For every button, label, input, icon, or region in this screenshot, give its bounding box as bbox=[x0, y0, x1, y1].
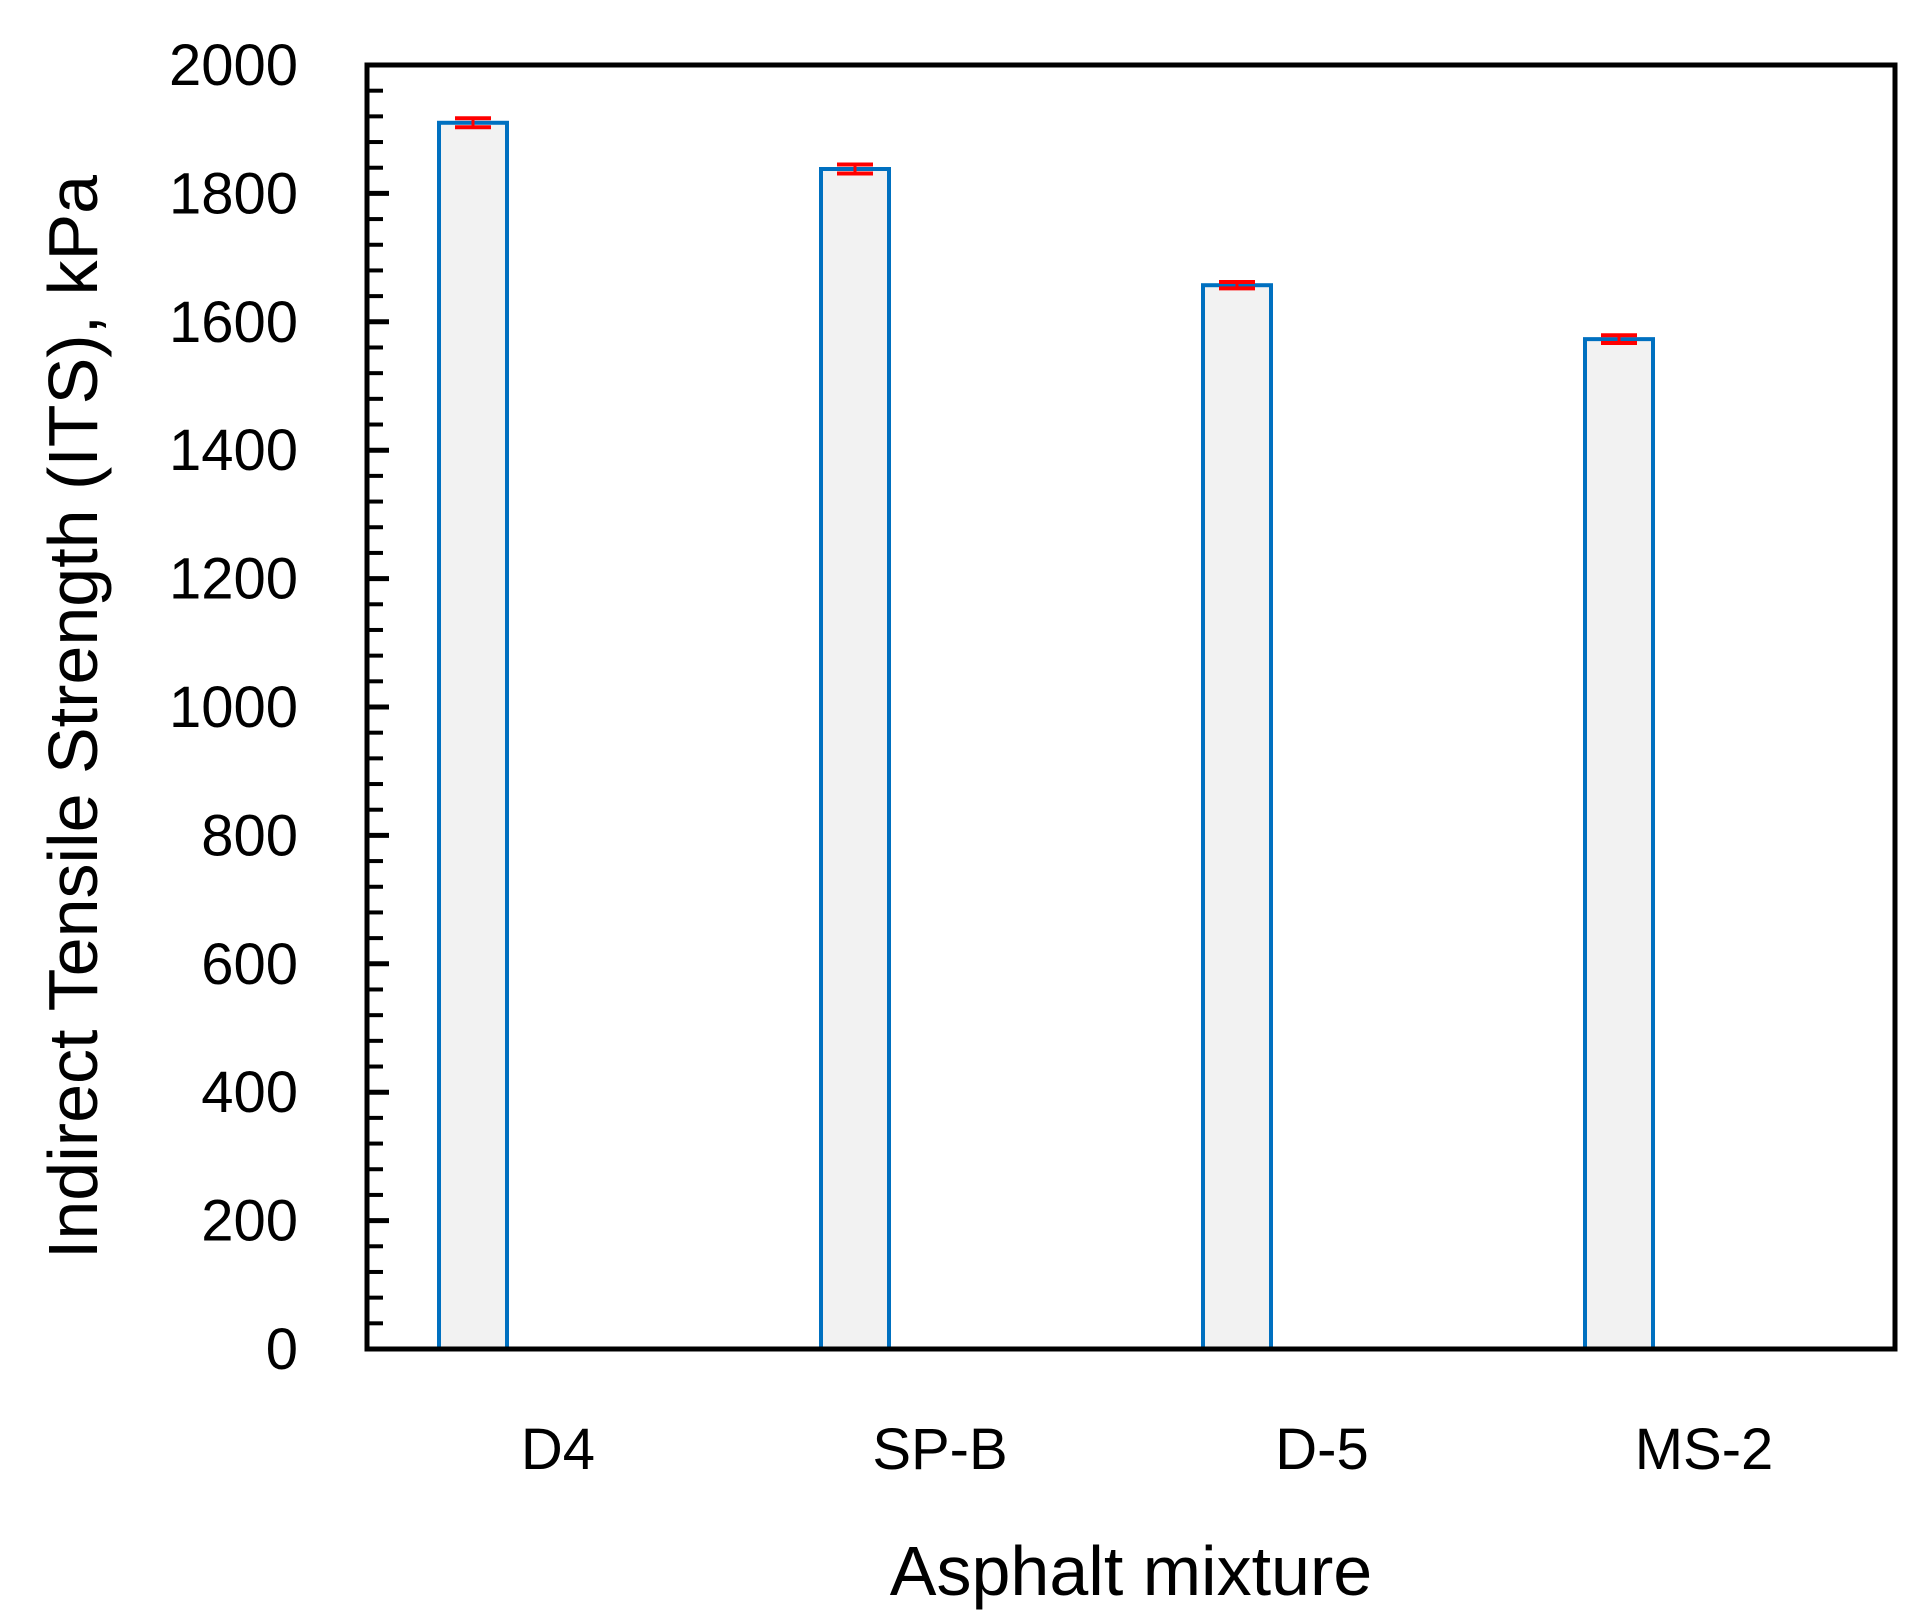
bar bbox=[819, 167, 891, 1351]
category-label: SP-B bbox=[872, 1417, 1007, 1482]
y-tick-label: 600 bbox=[201, 932, 298, 997]
x-axis-title: Asphalt mixture bbox=[890, 1532, 1372, 1610]
plot-area-frame bbox=[364, 62, 1898, 1352]
y-tick-label: 800 bbox=[201, 803, 298, 868]
category-label: MS-2 bbox=[1635, 1417, 1774, 1482]
y-tick-label: 200 bbox=[201, 1189, 298, 1254]
y-axis-title: Indirect Tensile Strength (ITS), kPa bbox=[34, 175, 112, 1259]
bar bbox=[437, 120, 509, 1351]
y-tick-label: 400 bbox=[201, 1060, 298, 1125]
bar bbox=[1583, 337, 1655, 1352]
bar bbox=[1201, 283, 1273, 1351]
y-tick-label: 1200 bbox=[169, 547, 298, 612]
bars bbox=[437, 120, 1655, 1352]
y-tick-label: 1600 bbox=[169, 290, 298, 355]
error-bars bbox=[455, 116, 1637, 345]
category-labels: D4 SP-B D-5 MS-2 bbox=[521, 1417, 1773, 1482]
y-tick-label: 1400 bbox=[169, 418, 298, 483]
y-tick-label: 0 bbox=[266, 1317, 298, 1382]
category-label: D4 bbox=[521, 1417, 595, 1482]
y-axis-ticks: 0 200 400 600 800 1000 1200 1400 1600 1800 2000 bbox=[169, 33, 389, 1382]
y-tick-label: 1800 bbox=[169, 161, 298, 226]
y-tick-label: 1000 bbox=[169, 675, 298, 740]
y-tick-label: 2000 bbox=[169, 33, 298, 98]
category-label: D-5 bbox=[1275, 1417, 1368, 1482]
